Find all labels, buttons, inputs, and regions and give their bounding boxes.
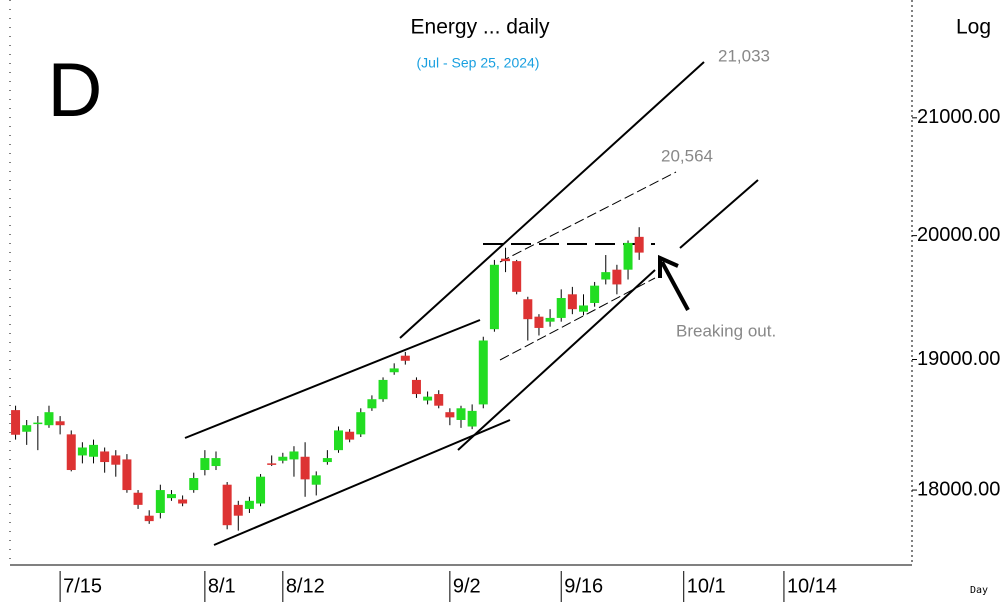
- trend-line: [679, 179, 759, 249]
- candle-body: [478, 340, 488, 405]
- candle-body: [244, 500, 254, 509]
- y-tick-label: 21000.00: [917, 106, 1000, 128]
- candle-body: [578, 305, 588, 312]
- candle-body: [345, 431, 355, 440]
- candle-body: [55, 421, 65, 426]
- candle-body: [222, 484, 232, 526]
- x-tick-label: 9/16: [564, 575, 603, 597]
- candle-body: [11, 410, 21, 435]
- candle-body: [155, 490, 165, 513]
- candle-body: [601, 272, 611, 280]
- trend-line: [213, 419, 511, 546]
- annotation: 20,564: [661, 146, 713, 165]
- candle-body: [378, 379, 388, 400]
- candle-body: [501, 258, 511, 262]
- arrow-head: [658, 254, 679, 278]
- annotation: Breaking out.: [676, 321, 776, 340]
- candle-body: [267, 463, 277, 465]
- trend-line: [499, 171, 677, 263]
- candle-body: [33, 422, 43, 425]
- candle-body: [322, 458, 332, 463]
- candle-body: [434, 394, 444, 406]
- period-label: Day: [970, 585, 988, 596]
- candle-body: [523, 299, 533, 320]
- arrow-shaft: [660, 261, 690, 311]
- scale-label: Log: [956, 16, 991, 39]
- candle-body: [590, 285, 600, 303]
- candle-body: [178, 499, 188, 504]
- candle-body: [122, 459, 132, 491]
- x-tick-label: 8/12: [286, 575, 325, 597]
- trend-line: [457, 269, 656, 451]
- candle-body: [44, 412, 54, 426]
- candle-body: [489, 264, 499, 330]
- candle-body: [166, 494, 176, 499]
- chart-subtitle: (Jul - Sep 25, 2024): [417, 55, 540, 71]
- y-tick-label: 18000.00: [917, 478, 1000, 500]
- candle-body: [400, 355, 410, 361]
- candle-body: [100, 451, 110, 463]
- annotation: 21,033: [718, 46, 770, 65]
- candle-body: [445, 412, 455, 418]
- candle-body: [77, 447, 87, 456]
- x-tick-label: 8/1: [208, 575, 236, 597]
- candle-body: [423, 396, 433, 401]
- candle-body: [467, 410, 477, 427]
- candle-body: [634, 236, 644, 253]
- candle-body: [144, 515, 154, 522]
- candle-body: [133, 492, 143, 505]
- candle-body: [556, 298, 566, 318]
- trend-line: [499, 277, 656, 361]
- candle-body: [567, 294, 577, 310]
- candle-body: [512, 261, 522, 292]
- candle-body: [356, 412, 366, 435]
- candle-body: [311, 475, 321, 485]
- candle-body: [200, 458, 210, 471]
- candle-body: [211, 458, 221, 467]
- trend-line: [184, 319, 481, 439]
- y-tick-label: 20000.00: [917, 224, 1000, 246]
- candle-body: [367, 399, 377, 409]
- candle-body: [233, 504, 243, 516]
- candle-body: [300, 456, 310, 480]
- candle-body: [389, 368, 399, 373]
- x-tick-label: 7/15: [63, 575, 102, 597]
- candle-body: [456, 408, 466, 420]
- candle-body: [189, 478, 199, 491]
- candle-body: [278, 456, 288, 461]
- candle-body: [534, 316, 544, 328]
- x-tick-label: 10/1: [687, 575, 726, 597]
- trend-line: [399, 61, 705, 339]
- candle-body: [111, 455, 121, 465]
- candle-body: [256, 476, 266, 504]
- candle-body: [545, 317, 555, 322]
- chart-title: Energy ... daily: [411, 16, 550, 39]
- x-tick-label: 10/14: [787, 575, 837, 597]
- candle-body: [22, 425, 32, 432]
- corner-label: D: [48, 48, 103, 133]
- x-tick-label: 9/2: [453, 575, 481, 597]
- trend-lines: [184, 61, 759, 546]
- candle-body: [289, 451, 299, 460]
- y-tick-label: 19000.00: [917, 348, 1000, 370]
- candle-body: [89, 444, 99, 457]
- candle-body: [334, 430, 344, 451]
- candle-body: [623, 242, 633, 270]
- candle-body: [411, 379, 421, 395]
- candle-body: [66, 434, 76, 471]
- candle-body: [612, 269, 622, 285]
